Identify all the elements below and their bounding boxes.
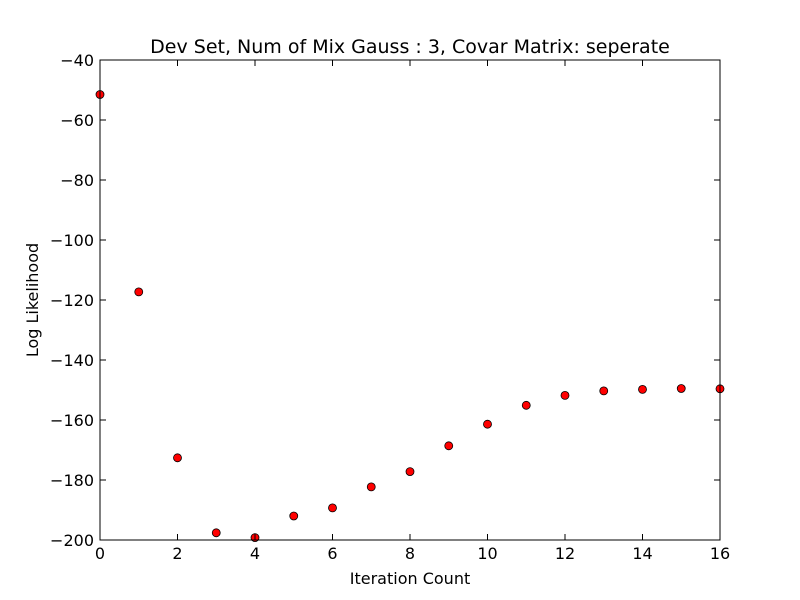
y-tick-label: −120	[50, 291, 94, 310]
data-point	[521, 400, 531, 410]
y-tick-label: −180	[50, 471, 94, 490]
data-point	[366, 482, 376, 492]
data-point	[483, 419, 492, 429]
data-point	[289, 511, 299, 521]
x-axis: 0 2 4 6 8 10 12 14 16	[95, 60, 730, 563]
x-tick-label: 2	[172, 544, 182, 563]
y-tick-label: −140	[50, 351, 94, 370]
data-point	[444, 441, 454, 451]
data-point	[405, 467, 415, 477]
chart-title: Dev Set, Num of Mix Gauss : 3, Covar Mat…	[150, 36, 670, 58]
data-point	[560, 390, 570, 400]
data-point	[599, 386, 609, 396]
data-point	[638, 384, 647, 394]
data-point	[211, 528, 221, 538]
data-point	[134, 287, 144, 297]
data-point	[328, 503, 337, 513]
x-tick-label: 14	[632, 544, 652, 563]
y-tick-label: −100	[50, 231, 94, 250]
x-tick-label: 10	[477, 544, 497, 563]
x-tick-label: 4	[250, 544, 260, 563]
y-tick-label: −80	[60, 171, 94, 190]
x-tick-label: 0	[95, 544, 105, 563]
y-tick-label: −160	[50, 411, 94, 430]
x-tick-label: 8	[405, 544, 415, 563]
x-axis-label: Iteration Count	[350, 569, 470, 588]
y-tick-label: −200	[50, 531, 94, 550]
y-axis: −40 −60 −80 −100 −120 −140 −160 −180 −200	[50, 51, 720, 550]
data-point	[676, 384, 686, 393]
y-tick-label: −40	[60, 51, 94, 70]
y-axis-label: Log Likelihood	[23, 243, 42, 357]
y-tick-label: −60	[60, 111, 94, 130]
data-point	[173, 453, 182, 463]
x-tick-label: 6	[327, 544, 337, 563]
x-tick-label: 12	[555, 544, 575, 563]
x-tick-label: 16	[710, 544, 730, 563]
